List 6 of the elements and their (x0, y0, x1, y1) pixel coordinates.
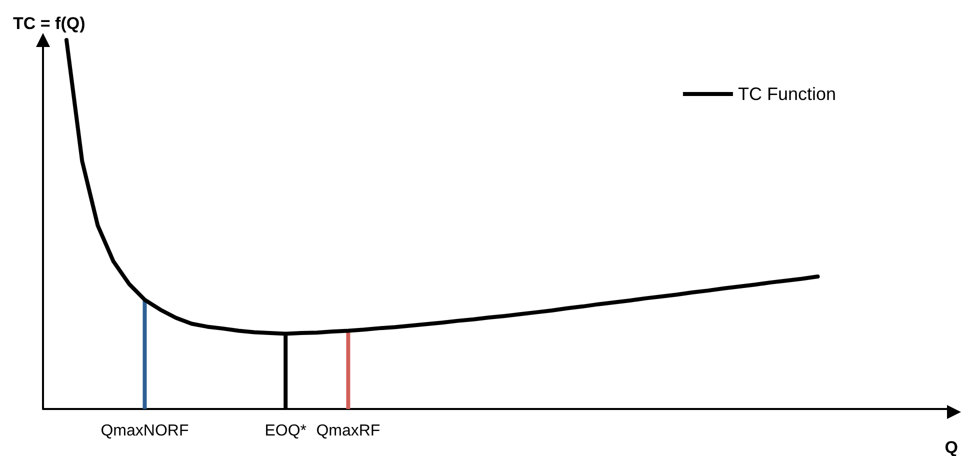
x-tick-label: QmaxRF (316, 422, 380, 440)
x-tick-label: EOQ* (264, 422, 306, 440)
chart-title: TC = f(Q) (13, 14, 86, 33)
x-tick-label: QmaxNORF (100, 422, 189, 440)
legend-label: TC Function (738, 84, 836, 104)
x-axis-title: Q (944, 438, 958, 456)
